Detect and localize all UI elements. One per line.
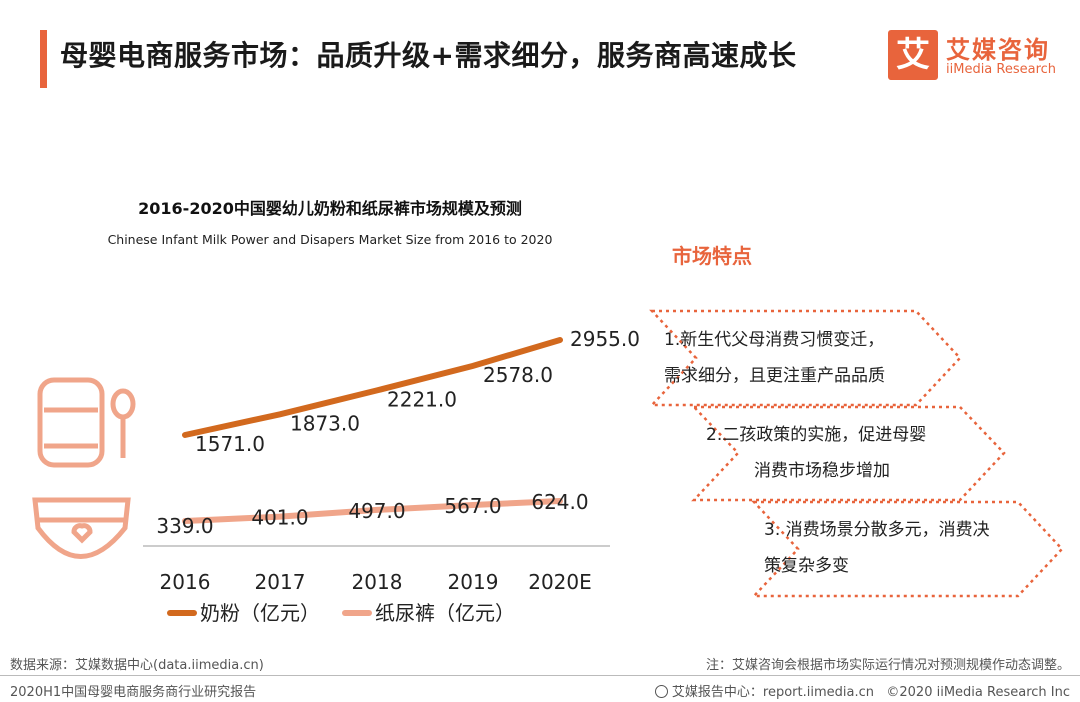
diaper-icon <box>32 497 131 559</box>
feature-arrows <box>649 309 1064 598</box>
footer-report-title: 2020H1中国母婴电商服务商行业研究报告 <box>10 685 257 700</box>
data-label: 339.0 <box>156 514 213 538</box>
x-tick-label: 2019 <box>448 570 499 594</box>
brand-logo: 艾 艾媒咨询 iiMedia Research <box>888 30 1070 82</box>
data-label: 2221.0 <box>387 387 457 411</box>
x-tick-label: 2016 <box>160 570 211 594</box>
footer-copyright: ©2020 iiMedia Research Inc <box>886 685 1070 700</box>
data-label: 1571.0 <box>195 432 265 456</box>
legend-label: 纸尿裤（亿元） <box>375 601 515 625</box>
series-line-2 <box>182 498 563 524</box>
feature-arrow-3 <box>751 500 1064 598</box>
feature-item-1: 1.新生代父母消费习惯变迁， 需求细分，且更注重产品品质 <box>664 322 885 394</box>
data-label: 401.0 <box>251 506 308 530</box>
chart-title: 2016-2020中国婴幼儿奶粉和纸尿裤市场规模及预测 <box>138 199 522 218</box>
feature-item-2-line1: 2.二孩政策的实施，促进母婴 <box>706 425 927 445</box>
x-tick-label: 2020E <box>528 570 592 594</box>
line-chart: 1571.0 1873.0 2221.0 2578.0 2955.0 339.0 401.0… <box>32 327 640 625</box>
feature-item-1-line2: 需求细分，且更注重产品品质 <box>664 366 885 386</box>
data-label: 567.0 <box>444 494 501 518</box>
logo-text-en: iiMedia Research <box>946 62 1057 77</box>
logo-mark-icon: 艾 <box>888 30 938 80</box>
feature-item-3: 3. 消费场景分散多元，消费决 策复杂多变 <box>764 512 990 584</box>
data-label: 624.0 <box>531 490 588 514</box>
feature-arrow-1 <box>649 309 962 407</box>
footer-source: 数据来源：艾媒数据中心(data.iimedia.cn) <box>10 658 264 673</box>
features-title: 市场特点 <box>672 244 752 268</box>
footer-report-center: 艾媒报告中心：report.iimedia.cn <box>671 685 874 700</box>
chart-subtitle: Chinese Infant Milk Power and Disapers M… <box>107 232 553 247</box>
x-tick-label: 2018 <box>352 570 403 594</box>
globe-icon <box>654 685 668 698</box>
data-label: 2955.0 <box>570 327 640 351</box>
feature-item-3-line2: 策复杂多变 <box>764 556 849 576</box>
footer-divider <box>0 675 1080 676</box>
feature-item-2: 2.二孩政策的实施，促进母婴 消费市场稳步增加 <box>706 417 926 489</box>
feature-arrow-2 <box>691 405 1006 502</box>
x-tick-label: 2017 <box>255 570 306 594</box>
logo-text-cn: 艾媒咨询 <box>946 36 1050 64</box>
milk-can-icon <box>37 377 136 468</box>
feature-item-2-line2: 消费市场稳步增加 <box>754 461 890 481</box>
feature-item-1-line1: 1.新生代父母消费习惯变迁， <box>664 330 885 350</box>
series-line-1 <box>182 337 563 438</box>
footer-note: 注：艾媒咨询会根据市场实际运行情况对预测规模作动态调整。 <box>705 658 1070 673</box>
data-label: 497.0 <box>348 499 405 523</box>
page-title: 母婴电商服务市场：品质升级+需求细分，服务商高速成长 <box>60 39 797 72</box>
footer-right: 艾媒报告中心：report.iimedia.cn ©2020 iiMedia R… <box>654 681 1070 700</box>
data-label: 2578.0 <box>483 363 553 387</box>
title-accent-bar <box>40 30 47 88</box>
data-label: 1873.0 <box>290 411 360 435</box>
feature-item-3-line1: 3. 消费场景分散多元，消费决 <box>764 520 990 540</box>
legend-label: 奶粉（亿元） <box>200 601 320 625</box>
